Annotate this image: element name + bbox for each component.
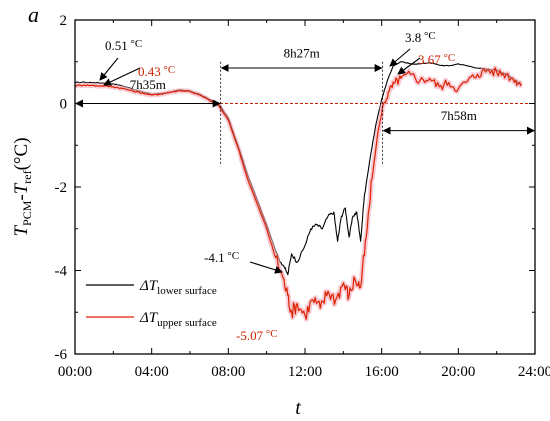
- annotation-arrow-upper-start: [103, 67, 141, 86]
- annotation-arrow-lower-min: [249, 261, 283, 274]
- legend-label-lower: ΔTlower surface: [139, 278, 217, 297]
- x-tick-label: 12:00: [288, 364, 322, 380]
- y-label-unit: (°C): [11, 137, 32, 170]
- x-axis-label: t: [295, 397, 301, 419]
- legend-label-upper: ΔTupper surface: [139, 310, 217, 329]
- annotation-lower-max: 3.8 °C: [405, 30, 436, 45]
- duration-label-dur2: 8h27m: [284, 46, 320, 61]
- y-label-main: T: [11, 225, 32, 237]
- legend-subscript: lower surface: [157, 285, 217, 297]
- annotation-unit: °C: [161, 64, 176, 76]
- x-tick-label: 00:00: [58, 364, 92, 380]
- duration-label-dur1: 7h35m: [130, 77, 166, 92]
- y-label-sep: -: [11, 194, 32, 200]
- y-axis-label: TPCM-Tref(°C): [11, 137, 34, 236]
- annotation-upper-min: -5.07 °C: [236, 328, 278, 343]
- series-line-upper: [75, 67, 522, 320]
- y-tick-label: 2: [60, 13, 68, 29]
- x-tick-label: 04:00: [135, 364, 169, 380]
- y-label-main2: T: [11, 182, 32, 194]
- x-tick-label: 24:00: [518, 364, 550, 380]
- y-tick-label: 0: [60, 97, 68, 113]
- annotation-unit: °C: [225, 250, 240, 262]
- annotation-arrow-lower-max: [389, 48, 411, 67]
- annotation-lower-min: -4.1 °C: [204, 250, 239, 265]
- y-tick-label: -2: [55, 180, 68, 196]
- y-label-sub2: ref: [20, 170, 34, 183]
- annotation-upper-max: 3.67 °C: [418, 52, 455, 67]
- x-tick-label: 08:00: [211, 364, 245, 380]
- y-tick-label: -4: [55, 264, 68, 280]
- annotation-unit: °C: [128, 38, 143, 50]
- y-label-sub1: PCM: [20, 200, 34, 226]
- y-tick-label: -6: [55, 347, 68, 363]
- annotation-lower-start: 0.51 °C: [105, 38, 142, 53]
- panel-label: a: [28, 2, 39, 27]
- annotation-upper-start: 0.43 °C: [138, 64, 175, 79]
- annotation-unit: °C: [263, 328, 278, 340]
- legend-subscript: upper surface: [157, 317, 217, 329]
- duration-label-dur3: 7h58m: [441, 108, 477, 123]
- x-tick-label: 20:00: [441, 364, 475, 380]
- annotation-unit: °C: [441, 52, 456, 64]
- annotation-arrow-lower-start: [99, 57, 119, 81]
- annotation-arrow-upper-max: [397, 57, 421, 75]
- annotation-unit: °C: [421, 30, 436, 42]
- x-tick-label: 16:00: [365, 364, 399, 380]
